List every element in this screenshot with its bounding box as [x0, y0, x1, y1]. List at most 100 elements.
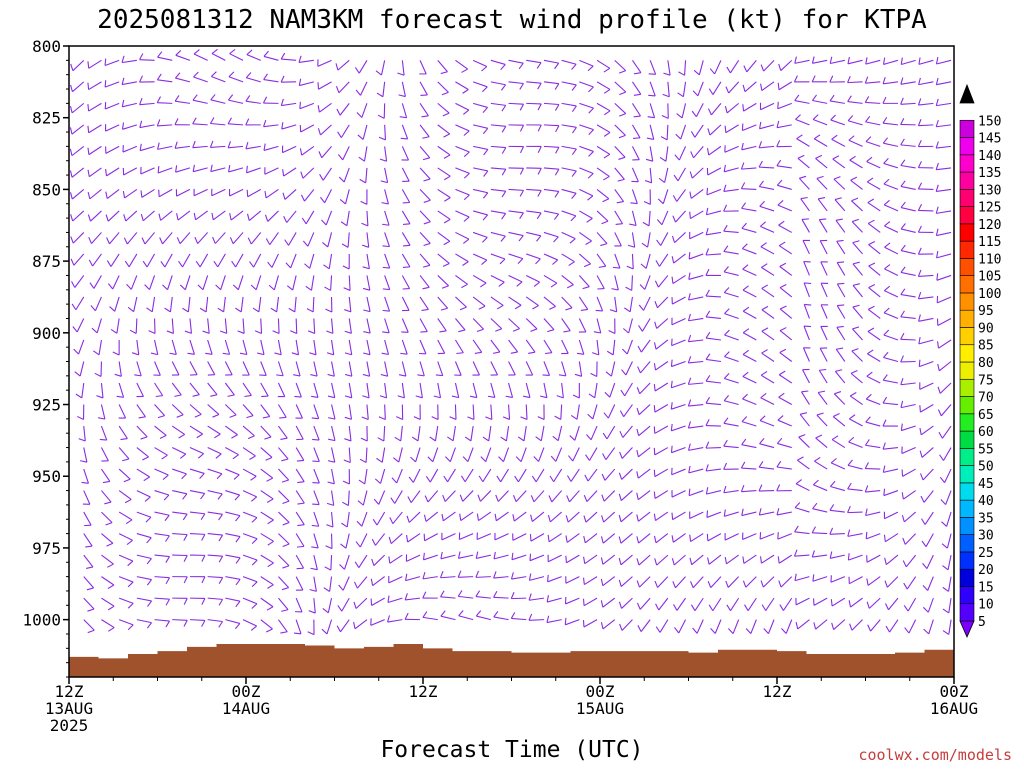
wind-barb	[82, 469, 89, 483]
wind-barb	[246, 73, 260, 82]
wind-barb	[342, 491, 349, 506]
wind-barb	[115, 362, 122, 377]
wind-barb	[597, 168, 609, 180]
wind-barb	[247, 166, 261, 173]
wind-barb	[440, 571, 455, 578]
wind-barb	[834, 392, 845, 405]
wind-barb	[830, 504, 845, 512]
wind-barb	[158, 143, 173, 150]
wind-barb	[359, 146, 367, 161]
wind-barb	[208, 426, 221, 438]
wind-barb	[742, 416, 756, 426]
wind-barb	[621, 383, 633, 396]
wind-barb	[328, 362, 335, 377]
wind-barb	[420, 275, 429, 288]
wind-barb	[606, 362, 615, 377]
wind-barb	[671, 446, 685, 453]
wind-barb	[491, 254, 505, 264]
wind-barb	[301, 189, 313, 201]
wind-barb	[74, 340, 84, 354]
wind-barb	[278, 426, 287, 439]
wind-barb	[157, 74, 172, 82]
wind-barb	[287, 275, 296, 290]
wind-barb	[208, 362, 215, 376]
wind-barb	[264, 74, 279, 82]
wind-barb	[503, 405, 509, 420]
wind-barb	[579, 297, 587, 310]
wind-barb	[424, 534, 438, 541]
wind-barb	[549, 491, 562, 502]
wind-barb	[361, 211, 367, 226]
wind-barb	[637, 512, 650, 521]
wind-barb	[837, 326, 845, 340]
wind-barb	[185, 318, 192, 333]
wind-barb	[460, 491, 473, 502]
wind-barb	[310, 362, 317, 377]
wind-barb	[727, 60, 739, 73]
wind-barb	[540, 383, 547, 398]
colorbar-label: 15	[978, 580, 994, 595]
wind-barb	[276, 362, 283, 376]
wind-barb	[743, 103, 757, 111]
wind-barb	[264, 144, 278, 151]
wind-barb	[901, 98, 916, 104]
wind-barb	[266, 232, 278, 244]
wind-barb	[853, 305, 863, 318]
wind-barb	[137, 534, 151, 543]
wind-barb	[84, 598, 94, 611]
wind-barb	[213, 232, 226, 243]
wind-barb	[797, 457, 809, 469]
wind-barb	[620, 405, 632, 417]
wind-barb	[155, 448, 168, 460]
wind-barb	[794, 550, 809, 557]
colorbar-bottom-arrow	[960, 621, 974, 637]
wind-barb	[355, 555, 367, 568]
wind-barb	[586, 426, 597, 440]
wind-barb	[155, 577, 170, 584]
wind-barb	[478, 491, 491, 502]
wind-barb	[884, 200, 898, 211]
wind-barb	[779, 242, 792, 254]
wind-barb	[615, 82, 626, 95]
wind-barb	[278, 469, 288, 482]
wind-barb	[885, 243, 898, 254]
wind-barb	[762, 328, 774, 340]
terrain-fill	[69, 644, 954, 677]
wind-barb	[632, 60, 640, 73]
wind-barb	[901, 333, 916, 340]
wind-barb	[345, 405, 352, 420]
wind-barb	[243, 577, 257, 587]
wind-barb	[741, 485, 756, 492]
wind-barb	[832, 135, 845, 146]
wind-barb	[225, 362, 232, 376]
wind-barb	[268, 254, 279, 268]
wind-barb	[724, 373, 738, 383]
wind-barb	[939, 426, 951, 438]
wind-barb	[123, 189, 136, 198]
wind-barb	[137, 598, 152, 606]
wind-barb	[830, 57, 845, 64]
wind-barb	[868, 199, 880, 211]
wind-barb	[526, 103, 541, 110]
wind-barb	[777, 121, 792, 128]
wind-barb	[691, 598, 703, 611]
wind-barb	[526, 318, 537, 331]
wind-barb	[491, 82, 506, 91]
wind-barb	[243, 383, 251, 396]
wind-barb	[865, 485, 880, 492]
wind-barb	[620, 620, 633, 631]
colorbar-swatch	[960, 120, 974, 137]
wind-barb	[672, 232, 685, 242]
wind-barb	[919, 315, 934, 322]
wind-barb	[198, 275, 208, 289]
wind-barb	[544, 125, 559, 132]
wind-barb	[562, 103, 577, 111]
wind-barb	[390, 512, 402, 524]
wind-barb	[88, 103, 102, 111]
wind-barb	[743, 577, 756, 588]
wind-barb	[261, 469, 273, 481]
wind-barb	[79, 426, 86, 441]
wind-barb	[526, 275, 539, 286]
wind-barb	[383, 275, 390, 289]
wind-barb	[601, 620, 614, 629]
